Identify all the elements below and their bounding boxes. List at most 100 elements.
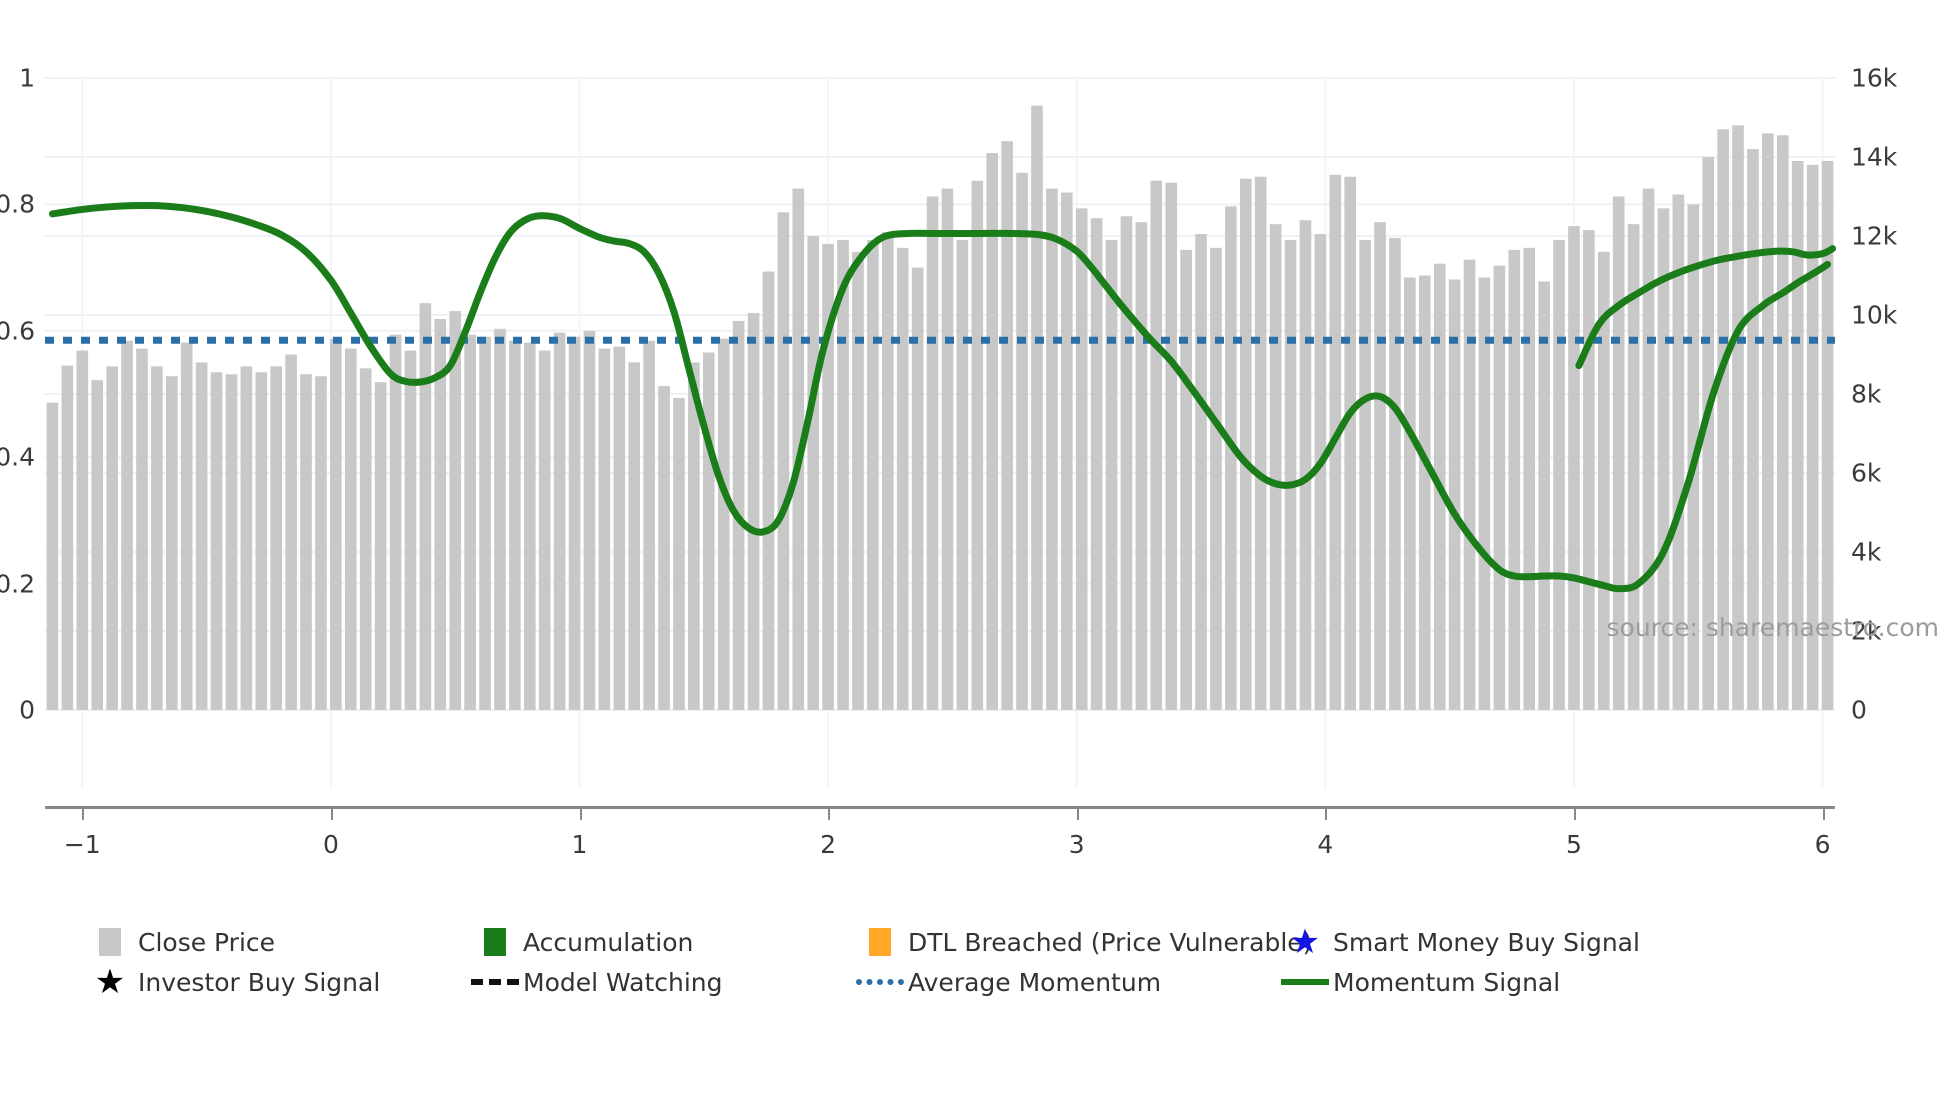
y-left-tick-label: 0 [19,695,35,725]
legend-swatch [856,979,904,985]
legend-label: Close Price [138,927,276,957]
close-price-bar [1597,251,1610,711]
legend-label: DTL Breached (Price Vulnerable) [908,927,1313,957]
y-left-tick-label: 0.2 [0,569,35,599]
legend-label: Accumulation [523,927,694,957]
close-price-bar [1254,176,1267,710]
close-price-bar [1150,180,1163,710]
close-price-bar [1075,208,1088,710]
x-axis-spine [45,806,1835,809]
x-tick-mark [330,806,333,820]
close-price-bar [464,334,476,710]
orange-square-icon [856,928,904,956]
close-price-bar [1344,176,1357,710]
y-left-tick-label: 0.6 [0,316,35,346]
legend-entry-close-price[interactable]: Close Price [86,922,471,962]
close-price-bar [538,350,551,710]
y-right-tick-label: 2k [1851,616,1882,646]
legend-entry-momentum-signal[interactable]: Momentum Signal [1281,962,1661,1002]
y-right-tick-label: 6k [1851,458,1882,488]
y-left-tick-label: 0.8 [0,189,35,219]
x-tick-mark [1325,806,1328,820]
close-price-bar [986,153,999,711]
x-tick-mark [1076,806,1079,820]
y-right-tick-label: 16k [1851,63,1898,93]
close-price-bar [1702,157,1715,710]
legend-entry-average-momentum[interactable]: Average Momentum [856,962,1281,1002]
close-price-bar [911,267,924,710]
close-price-bar [1463,259,1476,710]
gray-square-icon [86,928,134,956]
close-price-bar [1612,196,1625,710]
close-price-bar [673,397,685,710]
close-price-bar [300,374,312,710]
close-price-bar [1060,192,1073,711]
close-price-bar [359,368,372,710]
close-price-bar [867,239,879,710]
close-price-bar [613,346,626,710]
x-tick-mark [1822,806,1825,820]
close-price-bar [374,382,387,710]
close-price-bar [509,340,521,710]
green-square-icon [471,928,519,956]
close-price-bar [1210,247,1222,710]
y-right-tick-label: 0 [1851,695,1867,725]
close-price-bar [270,366,283,710]
x-tick-mark [828,806,831,820]
close-price-bar [1747,149,1759,711]
close-price-bar [106,366,118,710]
close-price-bar [583,330,596,710]
close-price-bar [1717,129,1729,711]
close-price-bar [121,340,133,710]
gridlines [45,77,1835,788]
x-tick-mark [82,806,85,820]
close-price-bar [1284,239,1297,710]
close-price-bar [1314,234,1327,710]
close-price-bar [1762,133,1774,711]
close-price-bar [1553,239,1565,710]
legend-label: Momentum Signal [1333,967,1561,997]
close-price-bar [1269,224,1282,710]
close-price-bar [881,232,894,711]
close-price-bar [777,212,790,711]
legend-label: Average Momentum [908,967,1162,997]
close-price-bar [822,243,834,710]
close-price-bar [747,313,760,710]
x-tick-label: 5 [1566,830,1582,859]
close-price-bar [1508,249,1521,710]
close-price-bar [762,271,775,710]
close-price-bar [1642,188,1655,711]
close-price-bar [1672,194,1685,710]
momentum-signal-path [48,201,1832,593]
close-price-bar [1359,239,1371,710]
legend-entry-dtl-breached-price-vulnerable[interactable]: DTL Breached (Price Vulnerable) [856,922,1312,962]
y-right-tick-label: 12k [1851,221,1898,251]
close-price-bar [896,247,909,710]
blue-star-icon: ★ [1281,925,1329,959]
close-price-bar [837,239,849,710]
close-price-bar [1776,135,1789,710]
x-tick-label: 6 [1814,830,1831,859]
x-tick-mark [1573,806,1576,820]
legend-label: Investor Buy Signal [138,967,381,997]
close-price-bar [210,372,223,710]
legend-swatch [484,928,506,956]
legend-swatch [471,979,519,985]
close-price-bar [1120,216,1133,710]
close-price-bar [852,251,864,711]
legend-entry-investor-buy-signal[interactable]: ★ Investor Buy Signal [86,962,471,1002]
close-price-bar [1806,164,1819,710]
dashed-line-icon [471,979,519,985]
dotted-line-icon [856,979,904,985]
close-price-bar [404,350,417,710]
close-price-bar [1404,277,1416,710]
momentum-signal-line [48,201,1837,593]
close-price-bar [1418,275,1431,710]
legend-entry-smart-money-buy-signal[interactable]: ★ Smart Money Buy Signal [1281,922,1661,962]
chart-legend: Close Price Accumulation DTL Breached (Pri… [86,922,1896,1002]
close-price-bar [1538,281,1550,710]
x-tick-label: 2 [820,830,837,859]
legend-entry-accumulation[interactable]: Accumulation [471,922,856,962]
close-price-bar [702,352,715,710]
legend-entry-model-watching[interactable]: Model Watching [471,962,856,1002]
